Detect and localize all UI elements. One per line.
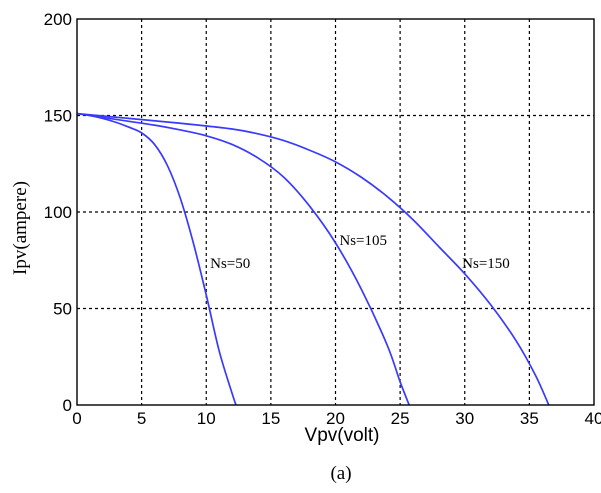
series-line-3 — [76, 112, 550, 406]
x-tick-label: 30 — [455, 409, 474, 428]
x-tick-label: 25 — [391, 409, 410, 428]
y-tick-labels: 0 50 100 150 200 — [44, 10, 72, 415]
series-lines — [76, 112, 550, 406]
y-tick-label: 50 — [53, 300, 72, 319]
series-annotation: Ns=50 — [210, 256, 250, 272]
x-tick-label: 0 — [72, 409, 81, 428]
y-tick-label: 100 — [44, 203, 72, 222]
series-line-1 — [76, 112, 237, 406]
series-annotation: Ns=150 — [462, 256, 510, 272]
series-annotations: Ns=50 Ns=105 Ns=150 — [210, 233, 510, 272]
series-line-2 — [76, 112, 410, 406]
x-tick-label: 5 — [137, 409, 146, 428]
x-tick-label: 35 — [520, 409, 539, 428]
x-axis-label: Vpv(volt) — [305, 425, 380, 446]
grid-lines — [77, 19, 594, 405]
y-axis-label: Ipv(ampere) — [10, 181, 31, 275]
series-annotation: Ns=105 — [339, 233, 387, 249]
x-tick-label: 10 — [197, 409, 216, 428]
y-tick-label: 200 — [44, 10, 72, 29]
x-tick-label: 40 — [585, 409, 601, 428]
y-tick-label: 150 — [44, 107, 72, 126]
plot-area-frame — [76, 18, 595, 406]
x-tick-label: 20 — [326, 409, 345, 428]
y-tick-label: 0 — [63, 396, 72, 415]
x-tick-label: 15 — [261, 409, 280, 428]
x-tick-labels: 0 5 10 15 20 25 30 35 40 — [72, 409, 601, 428]
figure-caption: (a) — [330, 463, 351, 484]
